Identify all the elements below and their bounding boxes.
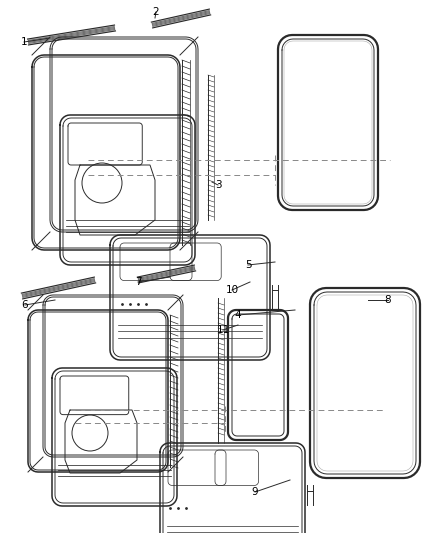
Text: 11: 11: [216, 325, 230, 335]
Text: 4: 4: [235, 310, 241, 320]
Text: 9: 9: [252, 487, 258, 497]
Text: 2: 2: [153, 7, 159, 17]
Text: 10: 10: [226, 285, 239, 295]
Text: 7: 7: [135, 277, 141, 287]
Text: 3: 3: [215, 180, 221, 190]
Text: 5: 5: [245, 260, 251, 270]
Text: 1: 1: [21, 37, 27, 47]
Text: 8: 8: [385, 295, 391, 305]
Text: 6: 6: [22, 300, 28, 310]
